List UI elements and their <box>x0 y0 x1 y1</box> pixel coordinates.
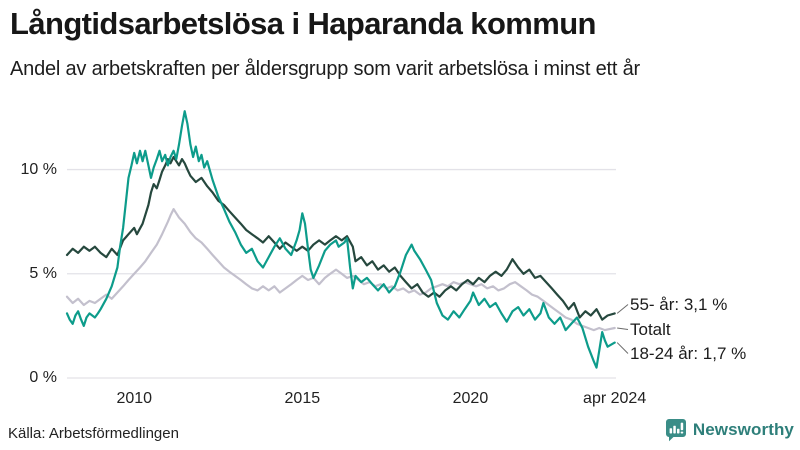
series-end-label-totalt: Totalt <box>630 320 671 339</box>
source-note: Källa: Arbetsförmedlingen <box>8 425 179 442</box>
series-line-2 <box>65 110 616 369</box>
series-line-1 <box>65 155 616 321</box>
y-axis-tick-5: 5 % <box>29 264 57 282</box>
y-axis-tick-10: 10 % <box>20 160 57 178</box>
series-line-0 <box>65 208 616 332</box>
y-axis-tick-0: 0 % <box>29 369 57 386</box>
x-axis-tick-2020: 2020 <box>452 390 489 407</box>
label-connector-0 <box>617 327 629 330</box>
x-axis-tick-2010: 2010 <box>116 390 153 407</box>
x-axis-tick-apr-2024: apr 2024 <box>583 390 647 407</box>
series-end-label-18-24: 18-24 år: 1,7 % <box>630 344 747 363</box>
label-connector-2 <box>616 342 629 354</box>
page-title: Långtidsarbetslösa i Haparanda kommun <box>10 6 596 41</box>
label-connector-1 <box>616 304 629 314</box>
series-end-label-55: 55- år: 3,1 % <box>630 295 728 314</box>
newsworthy-wordmark: Newsworthy <box>692 420 794 439</box>
newsworthy-logo[interactable]: Newsworthy <box>665 417 794 443</box>
newsworthy-bubble-chart-icon <box>665 419 686 442</box>
x-axis-tick-2015: 2015 <box>284 390 321 407</box>
page-subtitle: Andel av arbetskraften per åldersgrupp s… <box>10 58 640 80</box>
